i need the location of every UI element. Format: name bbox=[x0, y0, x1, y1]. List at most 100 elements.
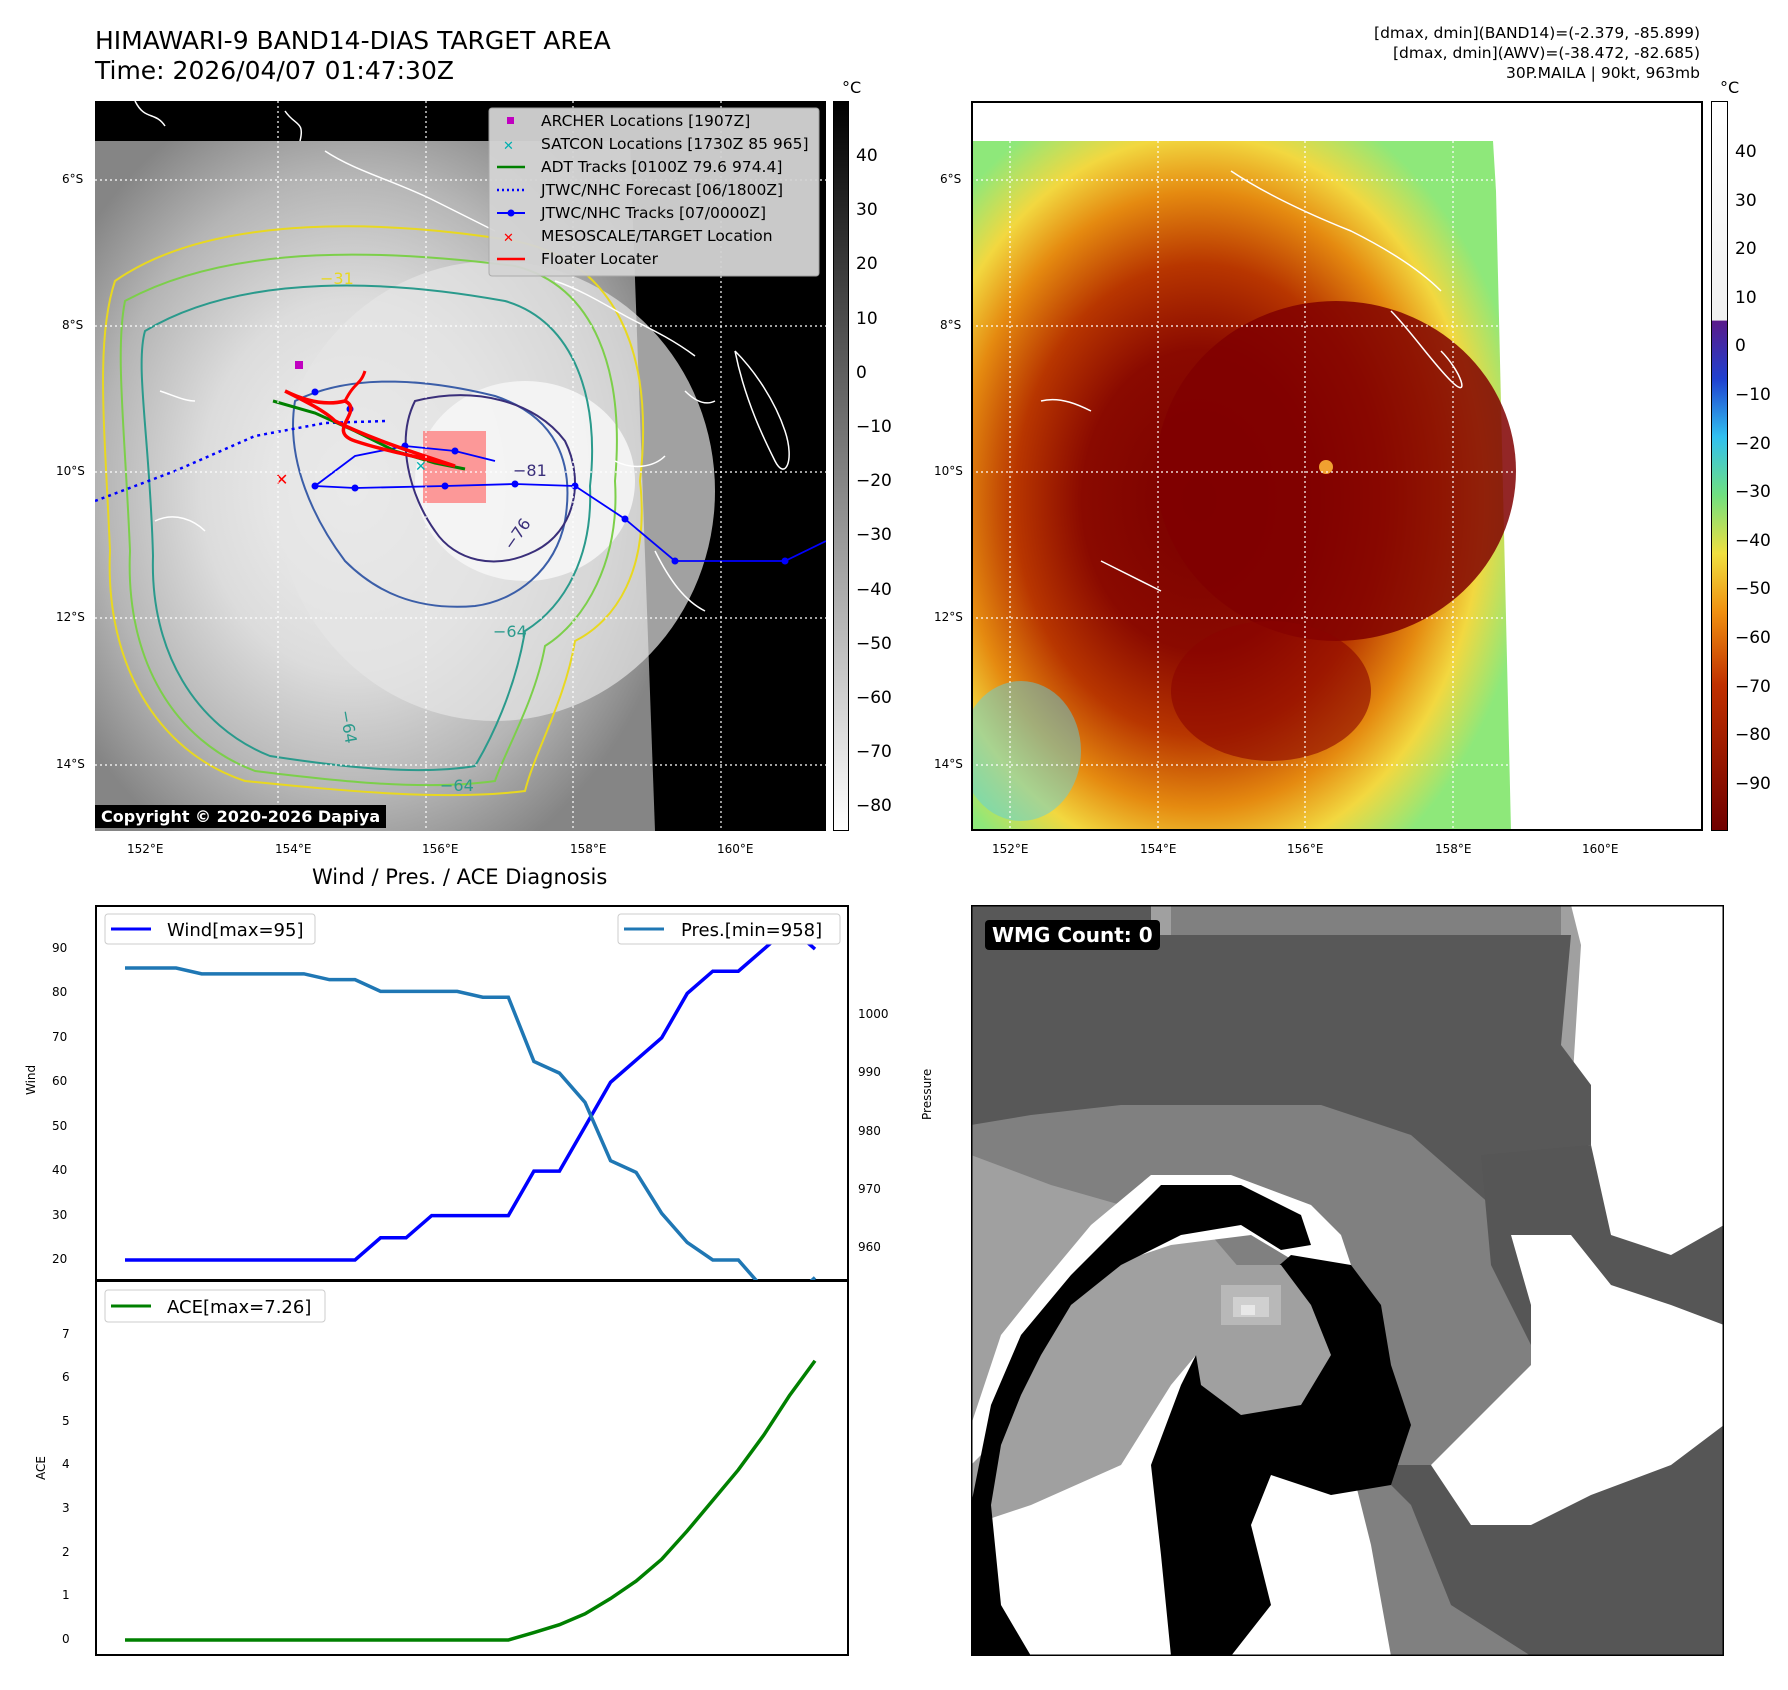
ace-chart: ACE[max=7.26] bbox=[95, 1280, 849, 1656]
pressure-series-line bbox=[125, 966, 817, 1281]
lon-label: 152°E bbox=[992, 842, 1029, 856]
awv-colorbar-tick: −70 bbox=[1735, 676, 1771, 697]
awv-colorbar-tick: −20 bbox=[1735, 433, 1771, 454]
wind-tick: 70 bbox=[52, 1029, 68, 1044]
awv-colorbar-tick: −10 bbox=[1735, 385, 1771, 405]
legend-jtwc-forecast: JTWC/NHC Forecast [06/1800Z] bbox=[540, 181, 783, 199]
ir-colorbar-tick: −20 bbox=[856, 471, 892, 492]
wmg-count-badge: WMG Count: 0 bbox=[985, 920, 1160, 950]
ir-colorbar-tick: 10 bbox=[856, 308, 878, 329]
info-awv-range: [dmax, dmin](AWV)=(-38.472, -82.685) bbox=[1393, 44, 1700, 62]
ir-colorbar-tick: −10 bbox=[856, 417, 892, 437]
ir-colorbar-tick: 30 bbox=[856, 200, 878, 221]
wind-pressure-chart: Wind[max=95] Pres.[min=958] bbox=[95, 905, 849, 1281]
lat-label: 8°S bbox=[62, 318, 84, 332]
legend-jtwc-tracks: JTWC/NHC Tracks [07/0000Z] bbox=[540, 204, 766, 222]
lon-label: 156°E bbox=[422, 842, 459, 856]
wmg-dark-gray-region bbox=[971, 905, 1591, 1205]
awv-colorbar-tick: −50 bbox=[1735, 579, 1771, 600]
legend-archer: ARCHER Locations [1907Z] bbox=[541, 112, 750, 130]
wind-legend-label: Wind[max=95] bbox=[167, 920, 304, 941]
ace-tick: 3 bbox=[62, 1501, 70, 1516]
copyright-badge: Copyright © 2020-2026 Dapiya bbox=[95, 805, 387, 828]
floater-locater-line bbox=[284, 389, 456, 468]
pressure-axis-label: Pressure bbox=[920, 1068, 934, 1120]
archer-marker bbox=[295, 361, 303, 369]
awv-colorbar-unit: °C bbox=[1720, 78, 1740, 97]
wind-axis-label: Wind bbox=[24, 1064, 38, 1095]
lon-label: 158°E bbox=[1435, 842, 1472, 856]
ace-legend: ACE[max=7.26] bbox=[104, 1289, 326, 1323]
ace-legend-label: ACE[max=7.26] bbox=[167, 1297, 311, 1318]
ace-tick: 4 bbox=[62, 1457, 70, 1472]
lat-label: 6°S bbox=[62, 172, 84, 186]
lon-label: 160°E bbox=[717, 842, 754, 856]
legend-satcon: SATCON Locations [1730Z 85 965] bbox=[541, 135, 809, 153]
lon-label: 154°E bbox=[1140, 842, 1177, 856]
svg-text:✕: ✕ bbox=[503, 231, 514, 246]
legend-adt: ADT Tracks [0100Z 79.6 974.4] bbox=[541, 158, 782, 176]
awv-colorbar-tick: −60 bbox=[1735, 628, 1771, 648]
awv-colorbar-tick: 0 bbox=[1735, 336, 1746, 357]
ir-colorbar-unit: °C bbox=[842, 78, 862, 97]
ir-colorbar bbox=[833, 101, 849, 831]
ir-colorbar-tick: 20 bbox=[856, 254, 878, 275]
ace-tick: 0 bbox=[62, 1632, 70, 1646]
wind-tick: 30 bbox=[52, 1207, 68, 1222]
ace-tick: 7 bbox=[62, 1326, 70, 1341]
awv-colorbar-tick: −30 bbox=[1735, 482, 1771, 503]
figure-time: Time: 2026/04/07 01:47:30Z bbox=[95, 56, 454, 85]
ir-map-panel: ✕ ✕ −31 −81 −76 −64 −64 −64 ARCHER Locat… bbox=[95, 101, 826, 831]
pressure-tick: 1000 bbox=[858, 1006, 889, 1021]
lat-label: 10°S bbox=[56, 464, 85, 478]
lat-label: 10°S bbox=[934, 464, 963, 478]
contour-labels: −31 −81 −76 −64 −64 −64 bbox=[320, 269, 547, 795]
awv-map-panel bbox=[971, 101, 1703, 831]
diagnosis-title: Wind / Pres. / ACE Diagnosis bbox=[312, 865, 608, 889]
pressure-legend-label: Pres.[min=958] bbox=[681, 920, 822, 941]
awv-colorbar-tick: −80 bbox=[1735, 725, 1771, 746]
lat-label: 12°S bbox=[934, 610, 963, 624]
lat-label: 8°S bbox=[940, 318, 962, 332]
wind-tick: 20 bbox=[52, 1252, 68, 1266]
wind-tick: 40 bbox=[52, 1163, 68, 1178]
ace-tick: 6 bbox=[62, 1370, 70, 1385]
ir-colorbar-tick: −40 bbox=[856, 579, 892, 600]
awv-colorbar-tick: 30 bbox=[1735, 190, 1757, 211]
info-storm-summary: 30P.MAILA | 90kt, 963mb bbox=[1506, 64, 1700, 82]
ace-tick: 2 bbox=[62, 1544, 70, 1559]
awv-colorbar-tick: 10 bbox=[1735, 287, 1757, 308]
lon-label: 152°E bbox=[127, 842, 164, 856]
pressure-tick: 970 bbox=[858, 1181, 881, 1196]
pressure-legend: Pres.[min=958] bbox=[617, 913, 841, 945]
lon-label: 160°E bbox=[1582, 842, 1619, 856]
lat-label: 14°S bbox=[934, 757, 963, 771]
ace-tick: 5 bbox=[62, 1413, 70, 1428]
lon-label: 154°E bbox=[275, 842, 312, 856]
awv-colorbar-tick: 20 bbox=[1735, 239, 1757, 260]
ace-tick: 1 bbox=[62, 1588, 70, 1603]
contour-label: −64 bbox=[440, 776, 474, 795]
awv-colorbar bbox=[1711, 101, 1728, 831]
satcon-marker: ✕ bbox=[415, 459, 427, 475]
wind-tick: 80 bbox=[52, 985, 68, 1000]
jtwc-forecast-line bbox=[95, 419, 386, 503]
awv-colorbar-tick: −90 bbox=[1735, 773, 1771, 794]
info-band14-range: [dmax, dmin](BAND14)=(-2.379, -85.899) bbox=[1374, 24, 1700, 42]
contour-label: −31 bbox=[320, 269, 354, 288]
pressure-tick: 990 bbox=[858, 1065, 881, 1080]
awv-colorbar-tick: −40 bbox=[1735, 530, 1771, 551]
wind-tick: 90 bbox=[52, 941, 68, 955]
lon-label: 156°E bbox=[1287, 842, 1324, 856]
mesoscale-target-marker: ✕ bbox=[275, 470, 288, 489]
ace-series-line bbox=[125, 1359, 817, 1642]
lon-label: 158°E bbox=[570, 842, 607, 856]
lat-label: 12°S bbox=[56, 610, 85, 624]
wind-legend: Wind[max=95] bbox=[104, 913, 316, 945]
contour-label: −81 bbox=[513, 461, 547, 480]
lat-label: 14°S bbox=[56, 757, 85, 771]
ace-axis-label: ACE bbox=[34, 1456, 48, 1480]
wind-tick: 60 bbox=[52, 1074, 68, 1089]
awv-colorbar-tick: 40 bbox=[1735, 142, 1757, 162]
figure-title: HIMAWARI-9 BAND14-DIAS TARGET AREA bbox=[95, 26, 611, 55]
